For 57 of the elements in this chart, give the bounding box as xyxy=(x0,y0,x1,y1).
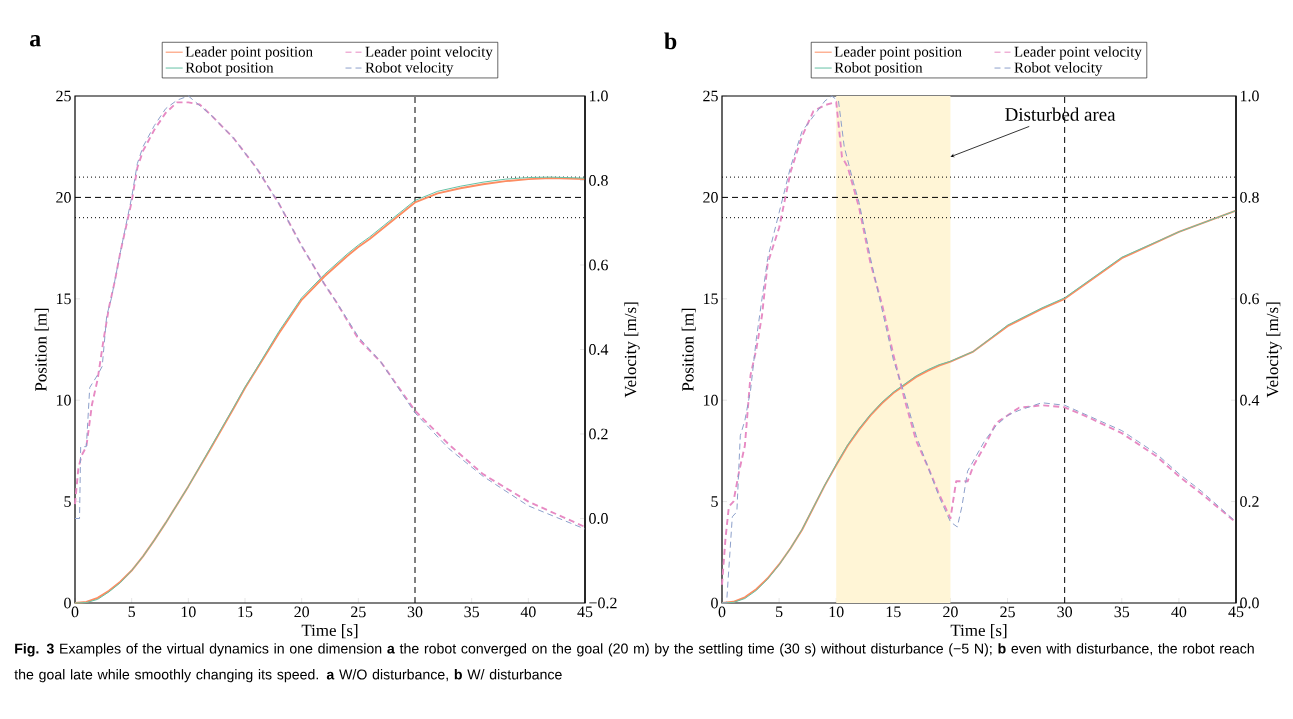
y2-tick-label: 0.2 xyxy=(589,428,608,440)
x-tick-label: 25 xyxy=(1000,606,1015,618)
annotation: Disturbed area xyxy=(1005,107,1116,121)
y-tick-label: 25 xyxy=(56,90,71,102)
y2-tick-label: 0.8 xyxy=(589,175,608,186)
legend-label: Leader point velocity xyxy=(365,46,493,60)
y-tick-label: 20 xyxy=(56,192,71,203)
y2-tick-label: 0.2 xyxy=(1240,496,1259,507)
y2-axis-title: Velocity [m/s] xyxy=(624,302,640,398)
x-tick-label: 40 xyxy=(1171,606,1187,618)
x-tick-label: 25 xyxy=(351,606,366,618)
x-tick-label: 20 xyxy=(294,606,310,618)
y2-tick-label: 1.0 xyxy=(589,90,608,102)
x-axis-title: Time [s] xyxy=(950,624,1007,639)
x-tick-label: 5 xyxy=(128,606,136,618)
legend-label: Leader point velocity xyxy=(1014,46,1142,60)
y2-tick-label: 0.6 xyxy=(589,259,608,271)
y-tick-label: 10 xyxy=(703,394,718,406)
y2-tick-label: 0.6 xyxy=(1240,293,1259,305)
x-tick-label: 30 xyxy=(1057,606,1073,618)
legend-label: Robot position xyxy=(834,62,923,76)
legend-label: Leader point position xyxy=(185,46,313,60)
legend-label: Robot velocity xyxy=(365,62,454,76)
y-tick-label: 5 xyxy=(711,496,718,507)
y2-tick-label: 0.4 xyxy=(1240,394,1260,406)
legend-label: Leader point position xyxy=(834,46,962,60)
x-tick-label: 35 xyxy=(464,606,480,618)
x-tick-label: 30 xyxy=(407,606,423,618)
y-tick-label: 20 xyxy=(703,192,718,203)
x-tick-label: 40 xyxy=(520,606,536,618)
y2-axis-title: Velocity [m/s] xyxy=(1266,302,1282,398)
y-tick-label: 15 xyxy=(703,293,718,305)
x-tick-label: 20 xyxy=(943,606,958,618)
y-axis-title: Position [m] xyxy=(34,308,49,392)
y-tick-label: 15 xyxy=(56,293,71,305)
text: Fig. 3 Examples of the virtual dynamics in one dimension a the robot converged on the goal (20 m) by the settling time (30 s) without disturbance (−5 N); b even with disturbance, the robot reach the goal late while smoothly changing its speed. a W/O disturbance, b W/ disturbance xyxy=(14,643,1254,683)
y-axis-title: Position [m] xyxy=(681,308,696,392)
legend-label: Robot position xyxy=(185,62,274,76)
y-tick-label: 10 xyxy=(56,394,71,406)
x-tick-label: 10 xyxy=(181,606,196,618)
y-tick-label: 25 xyxy=(703,90,718,102)
y-tick-label: 0 xyxy=(711,597,718,609)
chart-title: b xyxy=(664,32,677,50)
x-tick-label: 35 xyxy=(1114,606,1130,618)
x-tick-label: 5 xyxy=(776,606,783,618)
chart-title: a xyxy=(30,35,41,47)
y-tick-label: 0 xyxy=(64,597,71,609)
y2-tick-label: 0.8 xyxy=(1240,191,1259,203)
x-tick-label: 10 xyxy=(829,606,844,618)
y-tick-label: 5 xyxy=(64,496,71,507)
x-tick-label: 15 xyxy=(238,606,253,618)
x-axis-title: Time [s] xyxy=(301,624,358,639)
x-tick-label: 15 xyxy=(886,606,901,618)
y2-tick-label: 1.0 xyxy=(1240,90,1259,102)
y2-tick-label: 0.0 xyxy=(589,513,608,524)
y2-tick-label: 0.4 xyxy=(589,344,609,355)
legend-label: Robot velocity xyxy=(1014,62,1103,76)
